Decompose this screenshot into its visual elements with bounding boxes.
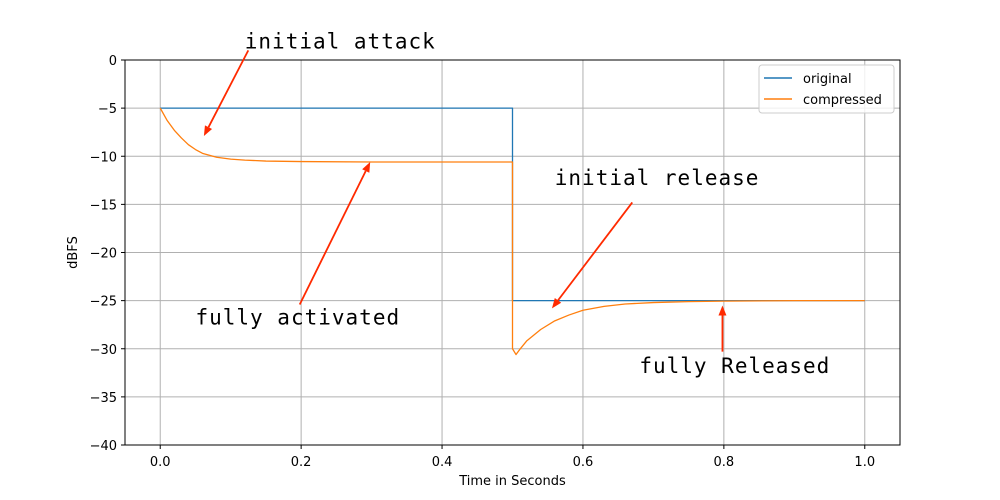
- x-tick-label: 0.0: [150, 455, 171, 470]
- y-tick-label: −15: [90, 198, 117, 213]
- annotation-arrow: [298, 170, 367, 305]
- annotation-text: fully activated: [195, 306, 400, 330]
- annotation-arrowhead: [718, 305, 727, 316]
- x-axis-label: Time in Seconds: [458, 474, 566, 489]
- legend-box: [758, 64, 895, 114]
- y-tick-label: −30: [90, 343, 117, 358]
- legend-label-compressed: compressed: [803, 93, 882, 108]
- y-tick-label: −40: [90, 439, 117, 454]
- annotation-arrowhead: [203, 125, 213, 137]
- y-axis-label: dBFS: [66, 236, 81, 269]
- annotations: initial attack fully activated initial rel…: [195, 29, 830, 378]
- annotation-arrow: [557, 201, 633, 301]
- annotation-text: initial attack: [245, 29, 436, 53]
- x-tick-label: 0.8: [714, 455, 735, 470]
- legend: original compressed: [758, 64, 895, 114]
- x-tick-label: 0.4: [432, 455, 453, 470]
- y-tick-label: −20: [90, 247, 117, 262]
- annotation-text: initial release: [555, 166, 760, 190]
- annotation-arrowhead: [551, 297, 562, 309]
- y-tick-label: −35: [90, 391, 117, 406]
- series-line-compressed: [159, 107, 865, 356]
- annotation-arrowhead: [362, 162, 371, 173]
- annotation-arrow: [207, 49, 250, 128]
- y-tick-label: −5: [98, 102, 117, 117]
- y-tick-label: 0: [109, 54, 117, 69]
- plot-area: [159, 107, 865, 356]
- x-tick-label: 0.6: [573, 455, 594, 470]
- y-tick-label: −25: [90, 295, 117, 310]
- x-tick-label: 0.2: [291, 455, 312, 470]
- legend-label-original: original: [803, 72, 852, 87]
- annotation-text: fully Released: [639, 354, 830, 378]
- y-tick-label: −10: [90, 150, 117, 165]
- axis-ticks: 0.0 0.2 0.4 0.6 0.8 1.0 0 −5 −10 −15 −20 −25 −30 −35 −…: [90, 54, 876, 470]
- x-tick-label: 1.0: [854, 455, 875, 470]
